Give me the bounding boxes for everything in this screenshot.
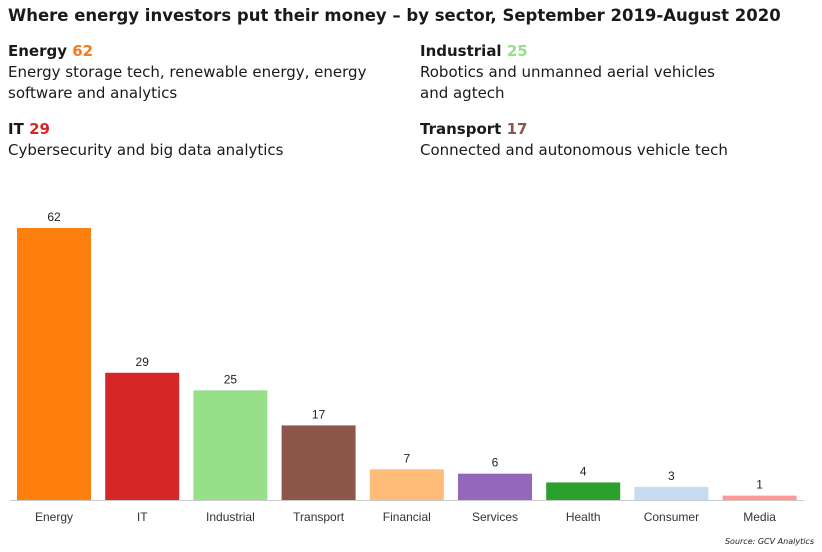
highlight-label: Industrial (420, 42, 502, 60)
x-tick-label-health: Health (566, 510, 601, 524)
data-label-financial: 7 (403, 451, 410, 465)
highlight-transport: Transport 17 Connected and autonomous ve… (420, 119, 820, 161)
highlight-label: Transport (420, 120, 502, 138)
x-tick-label-it: IT (137, 510, 148, 524)
bar-financial (369, 469, 444, 500)
x-tick-label-industrial: Industrial (206, 510, 255, 524)
highlight-value: 17 (506, 120, 528, 138)
bar-consumer (634, 486, 709, 500)
highlight-label: IT (8, 120, 24, 138)
bar-it (105, 372, 180, 500)
data-label-consumer: 3 (668, 469, 675, 483)
highlight-description: Connected and autonomous vehicle tech (420, 141, 728, 159)
x-tick-label-financial: Financial (383, 510, 431, 524)
data-label-media: 1 (756, 478, 763, 492)
highlight-industrial: Industrial 25 Robotics and unmanned aeri… (420, 41, 820, 104)
highlight-energy: Energy 62 Energy storage tech, renewable… (8, 41, 388, 104)
highlight-label: Energy (8, 42, 68, 60)
highlight-description: Cybersecurity and big data analytics (8, 141, 284, 159)
bar-media (722, 495, 797, 500)
x-tick-label-media: Media (743, 510, 776, 524)
data-label-health: 4 (580, 464, 587, 478)
data-label-it: 29 (136, 355, 150, 369)
bar-services (458, 473, 532, 500)
data-label-services: 6 (492, 456, 499, 470)
data-label-industrial: 25 (224, 372, 238, 386)
highlight-value: 62 (72, 42, 94, 60)
x-tick-label-consumer: Consumer (644, 510, 699, 524)
highlight-value: 25 (506, 42, 528, 60)
highlight-description: Robotics and unmanned aerial vehicles an… (420, 63, 715, 102)
source-note: Source: GCV Analytics (724, 537, 814, 546)
bar-chart: 62 Energy 29 IT 25 Industrial 17 Transport 7 Fina… (10, 210, 804, 524)
highlight-value: 29 (29, 120, 50, 138)
chart-title: Where energy investors put their money –… (8, 6, 781, 25)
x-tick-label-services: Services (472, 510, 518, 524)
data-label-transport: 17 (312, 407, 326, 421)
x-tick-label-energy: Energy (35, 510, 73, 524)
bar-industrial (193, 390, 268, 500)
bar-health (546, 482, 621, 500)
bar-transport (281, 425, 356, 500)
highlight-description: Energy storage tech, renewable energy, e… (8, 63, 367, 102)
bar-energy (17, 228, 91, 500)
highlight-it: IT 29 Cybersecurity and big data analyti… (8, 119, 408, 161)
data-label-energy: 62 (47, 210, 61, 224)
x-tick-label-transport: Transport (293, 510, 345, 524)
